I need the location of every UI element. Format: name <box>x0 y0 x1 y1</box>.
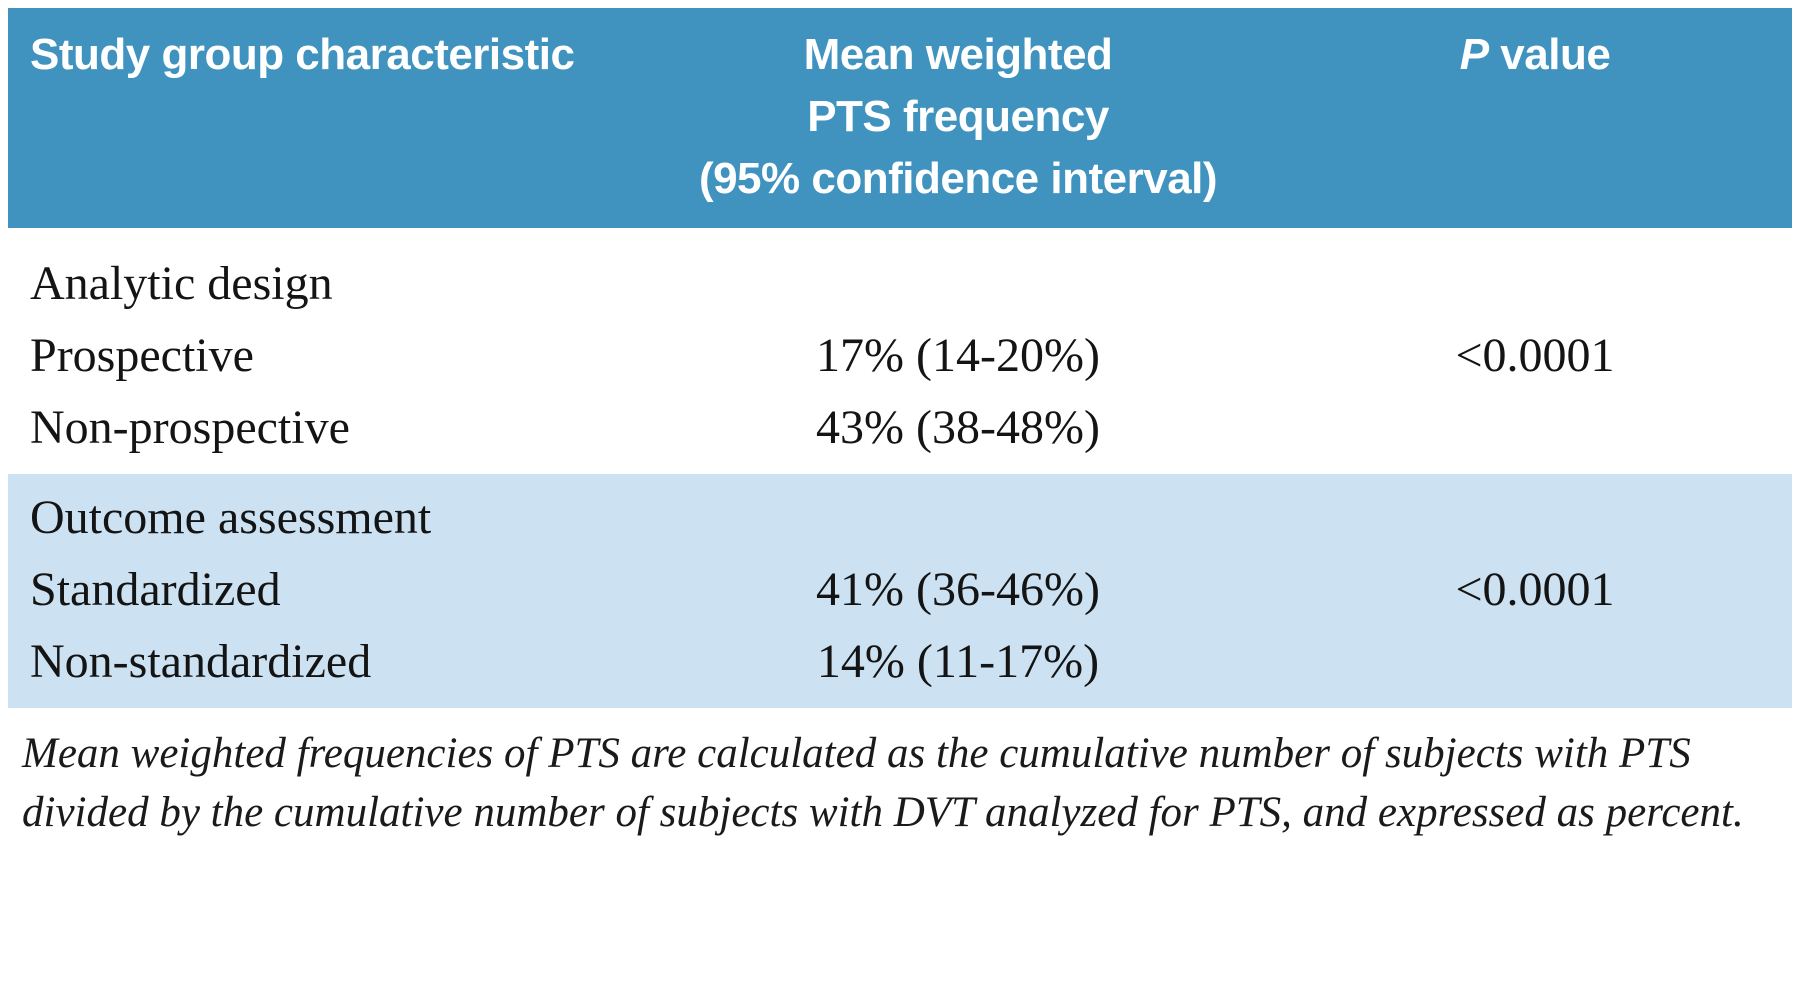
section-outcome-assessment: Outcome assessment Standardized 41% (36-… <box>8 474 1792 708</box>
row-label: Standardized <box>30 563 281 616</box>
table-row: Non-standardized 14% (11-17%) <box>8 626 1792 698</box>
row-p-value: <0.0001 <box>1455 563 1615 616</box>
header-p-value: P value <box>1278 24 1792 86</box>
group-title: Outcome assessment <box>30 491 432 544</box>
group-header-row: Outcome assessment <box>8 482 1792 554</box>
table-row: Standardized 41% (36-46%) <0.0001 <box>8 554 1792 626</box>
row-frequency: 41% (36-46%) <box>816 563 1100 616</box>
header-study-group-characteristic: Study group characteristic <box>30 30 575 79</box>
table-header: Study group characteristic Mean weighted… <box>8 8 1792 228</box>
header-p-value-rest: value <box>1500 30 1611 79</box>
header-p-value-italic-p: P <box>1459 30 1489 79</box>
header-col2-line2: PTS frequency <box>807 92 1109 141</box>
row-frequency: 14% (11-17%) <box>816 635 1100 688</box>
row-frequency: 43% (38-48%) <box>816 401 1100 454</box>
pts-frequency-table-figure: Study group characteristic Mean weighted… <box>8 8 1792 842</box>
section-analytic-design: Analytic design Prospective 17% (14-20%)… <box>8 240 1792 474</box>
row-frequency: 17% (14-20%) <box>816 329 1100 382</box>
header-mean-weighted-pts-frequency: Mean weighted PTS frequency (95% confide… <box>638 24 1278 210</box>
row-p-value: <0.0001 <box>1455 329 1615 382</box>
row-label: Non-prospective <box>30 401 350 454</box>
header-col2-line1: Mean weighted <box>803 30 1113 79</box>
header-col2-line3: (95% confidence interval) <box>698 154 1218 203</box>
row-label: Non-standardized <box>30 635 372 688</box>
group-header-row: Analytic design <box>8 248 1792 320</box>
row-label: Prospective <box>30 329 254 382</box>
table-row: Non-prospective 43% (38-48%) <box>8 392 1792 464</box>
table-footnote: Mean weighted frequencies of PTS are cal… <box>22 730 1744 836</box>
group-title: Analytic design <box>30 257 333 310</box>
table-body: Analytic design Prospective 17% (14-20%)… <box>8 240 1792 708</box>
table-row: Prospective 17% (14-20%) <0.0001 <box>8 320 1792 392</box>
